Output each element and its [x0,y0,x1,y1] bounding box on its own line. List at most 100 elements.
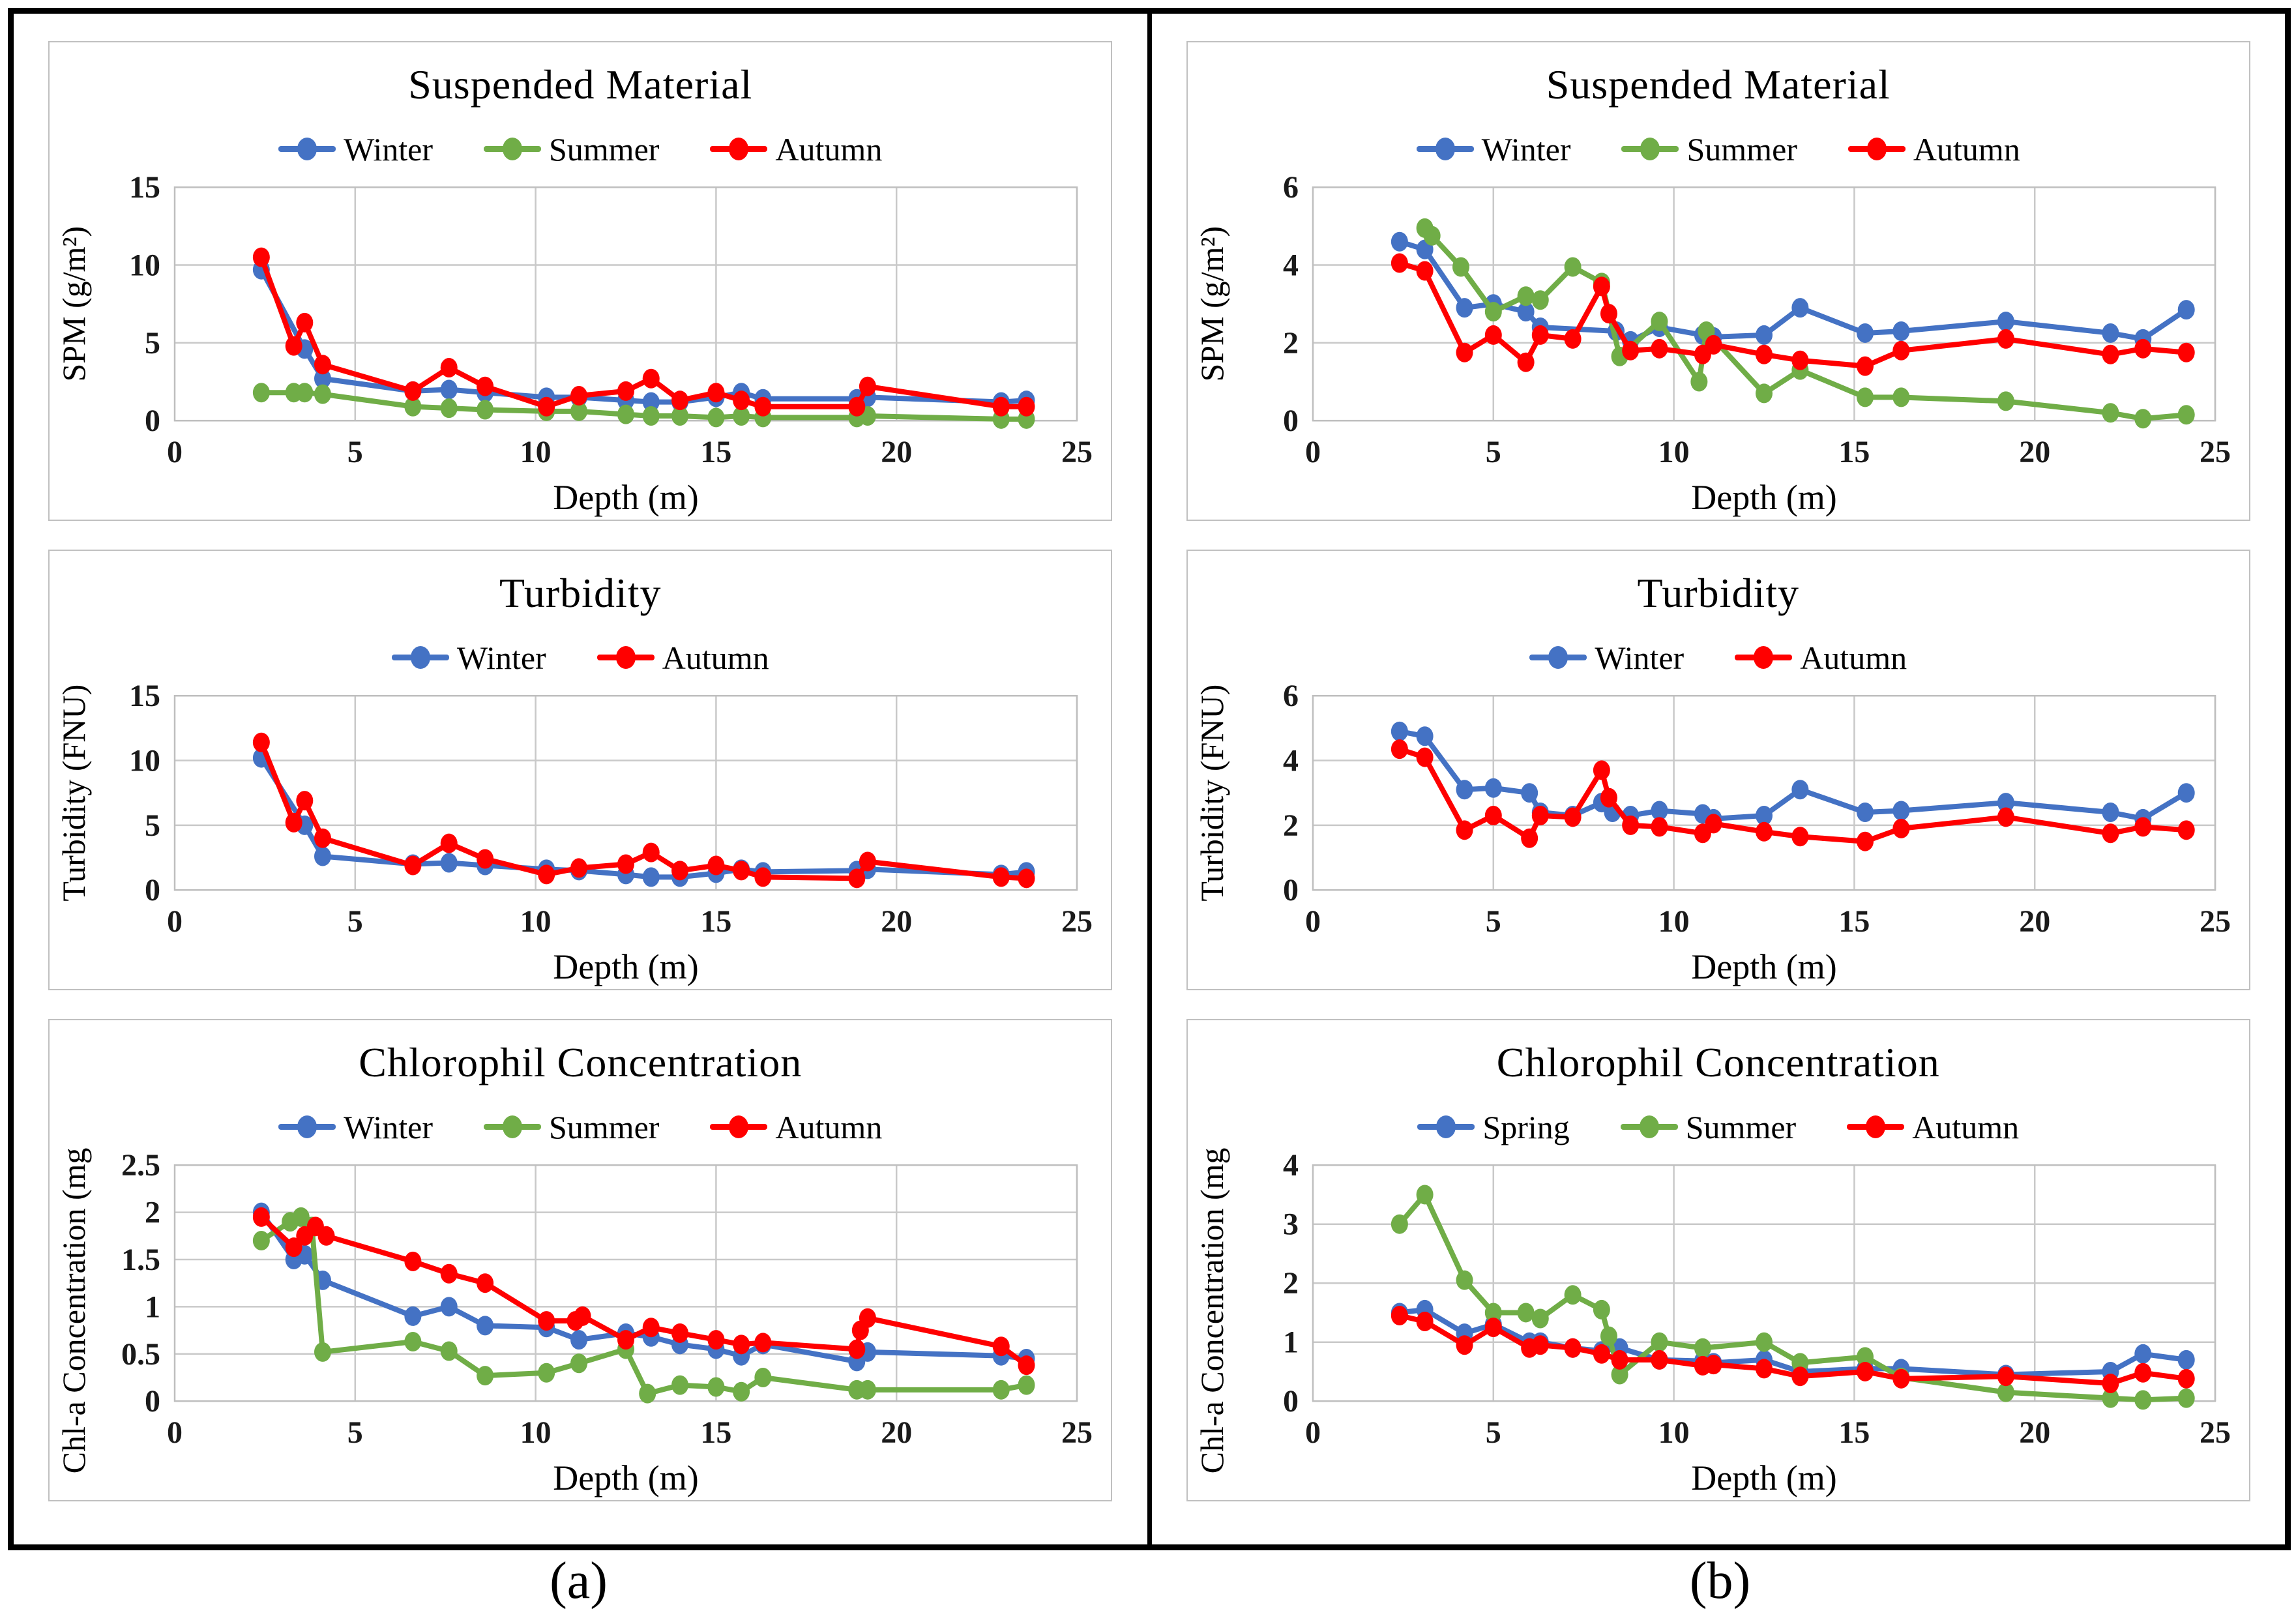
data-point-marker [1856,323,1874,343]
data-point-marker [707,407,725,428]
legend-marker-icon [278,1115,336,1139]
y-axis-label: Chl-a Concentration (mg/m³) [55,1148,92,1473]
data-point-marker [1651,311,1668,331]
y-tick-label: 4 [1283,1148,1299,1183]
data-point-marker [2102,402,2119,422]
legend-label: Winter [1481,130,1571,168]
data-point-marker [707,855,725,876]
plot-border [174,1164,1078,1402]
data-point-marker [2102,1373,2119,1393]
data-point-marker [1651,801,1668,821]
chart-title: Suspended Material [408,61,753,108]
data-point-marker [440,1263,458,1284]
data-point-marker [1517,352,1535,372]
x-tick-label: 20 [2019,435,2050,469]
data-point-marker [639,1383,656,1404]
caption-row: (a) (b) [8,1552,2291,1611]
chart-panel-suspended-material-a: Suspended Material Winter Summer Autumn 0 5… [48,41,1113,521]
data-point-marker [440,379,458,400]
legend-item-autumn: Autumn [710,1108,882,1146]
data-point-marker [285,812,302,833]
legend-marker-icon [483,1115,541,1139]
data-point-marker [1600,788,1617,808]
legend-label: Summer [548,1108,660,1145]
x-tick-label: 25 [1061,904,1093,939]
data-point-marker [1531,1308,1549,1329]
legend-item-summer: Summer [1621,130,1797,168]
data-point-marker [617,854,635,874]
data-point-marker [1791,779,1809,799]
series-line [259,1214,1029,1368]
x-tick-label: 15 [1838,435,1870,469]
legend-marker-icon [1735,646,1793,670]
data-point-marker [2102,823,2119,843]
series-autumn [253,247,1035,417]
data-point-marker [538,396,555,417]
x-tick-label: 15 [701,1415,732,1450]
legend-label: Winter [344,1108,433,1145]
data-point-marker [1531,1334,1549,1355]
data-point-marker [314,846,332,866]
series-line [1396,728,2189,821]
data-point-marker [643,842,660,863]
x-tick-label: 10 [520,435,552,469]
legend-item-spring: Spring [1417,1108,1570,1146]
data-point-marker [538,864,555,884]
x-tick-label: 15 [1838,904,1870,939]
data-point-marker [2177,342,2195,362]
data-point-marker [1690,372,1708,392]
y-tick-label: 1.5 [121,1243,160,1277]
x-tick-label: 5 [1486,435,1501,469]
x-tick-label: 25 [1061,435,1093,469]
data-point-marker [617,381,635,401]
data-point-marker [570,401,588,421]
data-point-marker [1755,1359,1773,1379]
data-point-marker [643,368,660,389]
legend-label: Winter [1595,639,1685,676]
data-point-marker [671,406,689,426]
data-point-marker [1456,779,1473,799]
data-point-marker [440,357,458,377]
data-point-marker [1391,253,1408,273]
y-tick-label: 2 [1283,808,1299,842]
data-point-marker [2102,1388,2119,1408]
data-point-marker [859,1379,877,1400]
data-point-marker [314,354,332,374]
data-point-marker [643,866,660,887]
legend-label: Winter [456,639,546,676]
data-point-marker [1611,1364,1628,1385]
data-point-marker [1651,1349,1668,1370]
data-point-marker [2177,1349,2195,1370]
legend-item-winter: Winter [278,130,433,168]
data-point-marker [1651,338,1668,359]
legend-item-summer: Summer [483,1108,660,1146]
data-point-marker [253,732,271,752]
data-point-marker [477,849,494,869]
data-point-marker [477,1273,494,1293]
data-point-marker [1791,350,1809,370]
x-tick-label: 10 [1658,435,1689,469]
x-axis-label: Depth (m) [553,947,699,986]
legend-item-summer: Summer [483,130,659,168]
legend-marker-icon [1621,138,1679,161]
data-point-marker [570,1353,588,1373]
data-point-marker [296,382,314,402]
data-point-marker [404,1306,422,1326]
data-point-marker [404,1331,422,1351]
data-point-marker [1564,329,1582,349]
data-point-marker [1621,815,1639,835]
y-tick-label: 15 [129,679,160,713]
data-point-marker [1391,1214,1408,1234]
y-tick-label: 0 [145,873,160,907]
y-tick-label: 2.5 [121,1148,160,1183]
series-line [259,1214,1029,1396]
data-point-marker [1856,831,1874,851]
data-point-marker [1517,301,1535,321]
x-axis-label: Depth (m) [553,478,699,517]
y-tick-label: 0 [1283,404,1299,438]
data-point-marker [440,853,458,873]
data-point-marker [1423,226,1441,246]
x-axis-label: Depth (m) [553,1458,699,1497]
data-point-marker [1531,289,1549,310]
data-point-marker [617,1329,635,1349]
